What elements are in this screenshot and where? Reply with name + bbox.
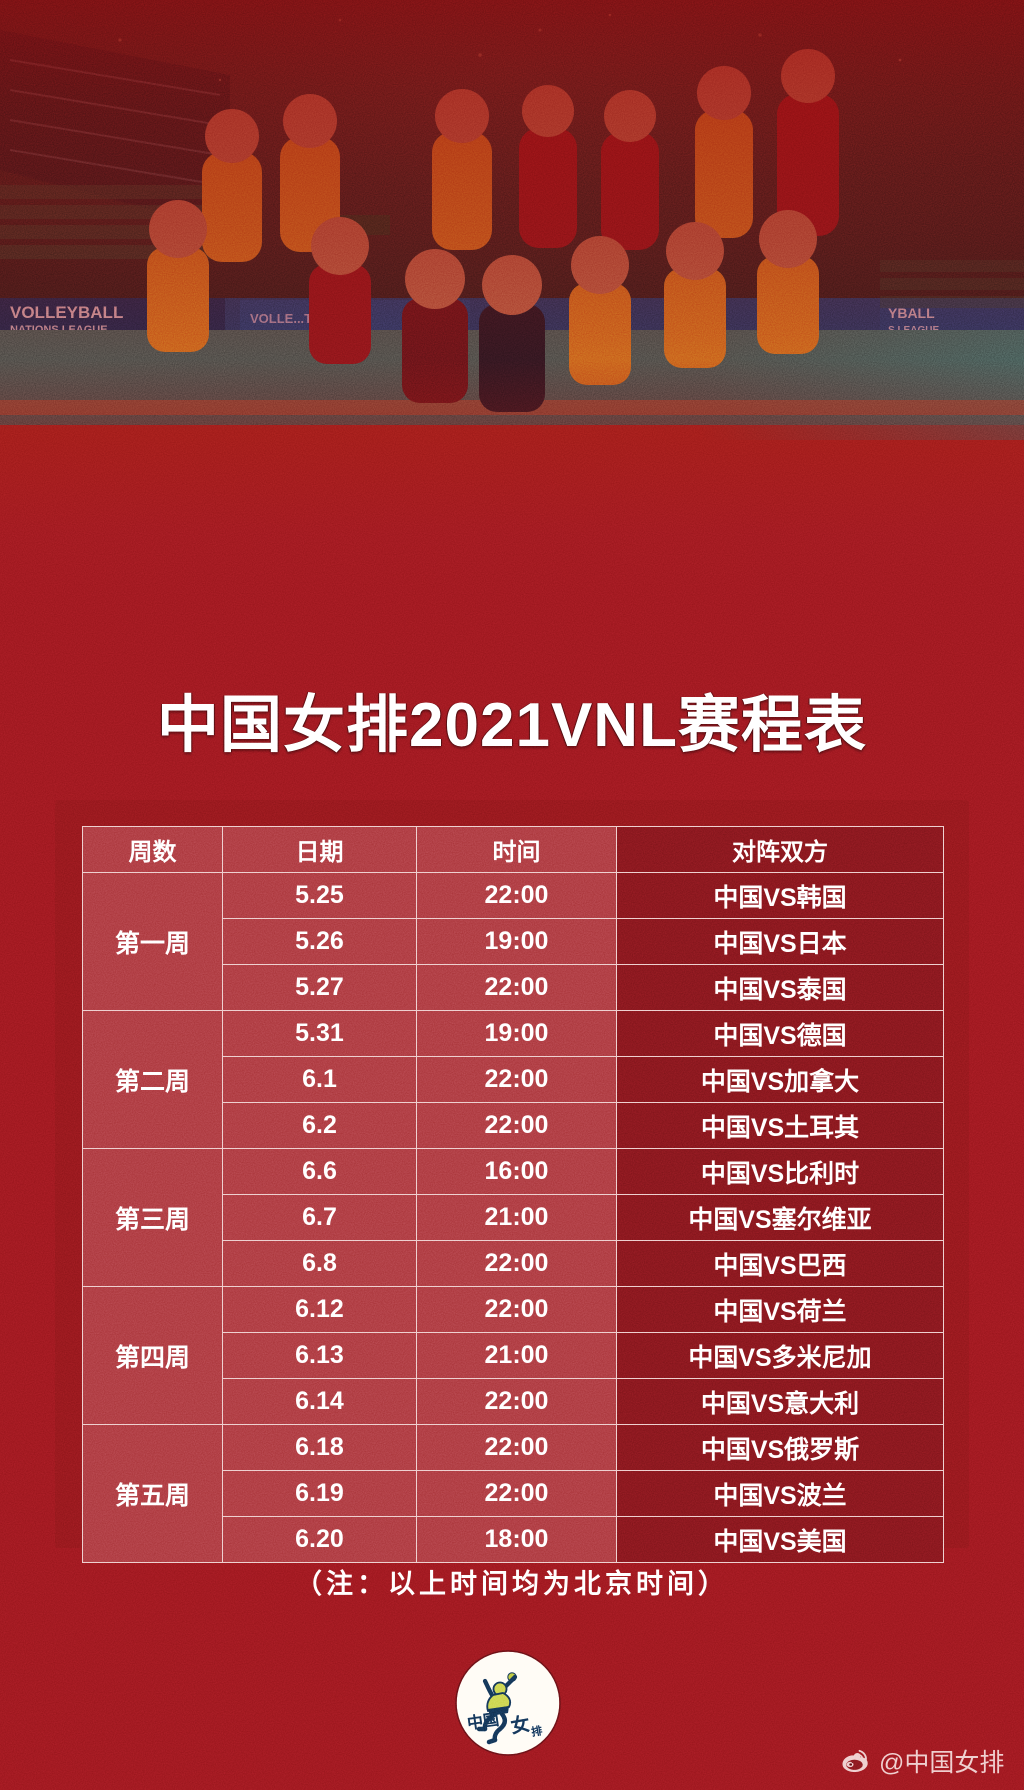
- svg-text:女: 女: [509, 1712, 532, 1738]
